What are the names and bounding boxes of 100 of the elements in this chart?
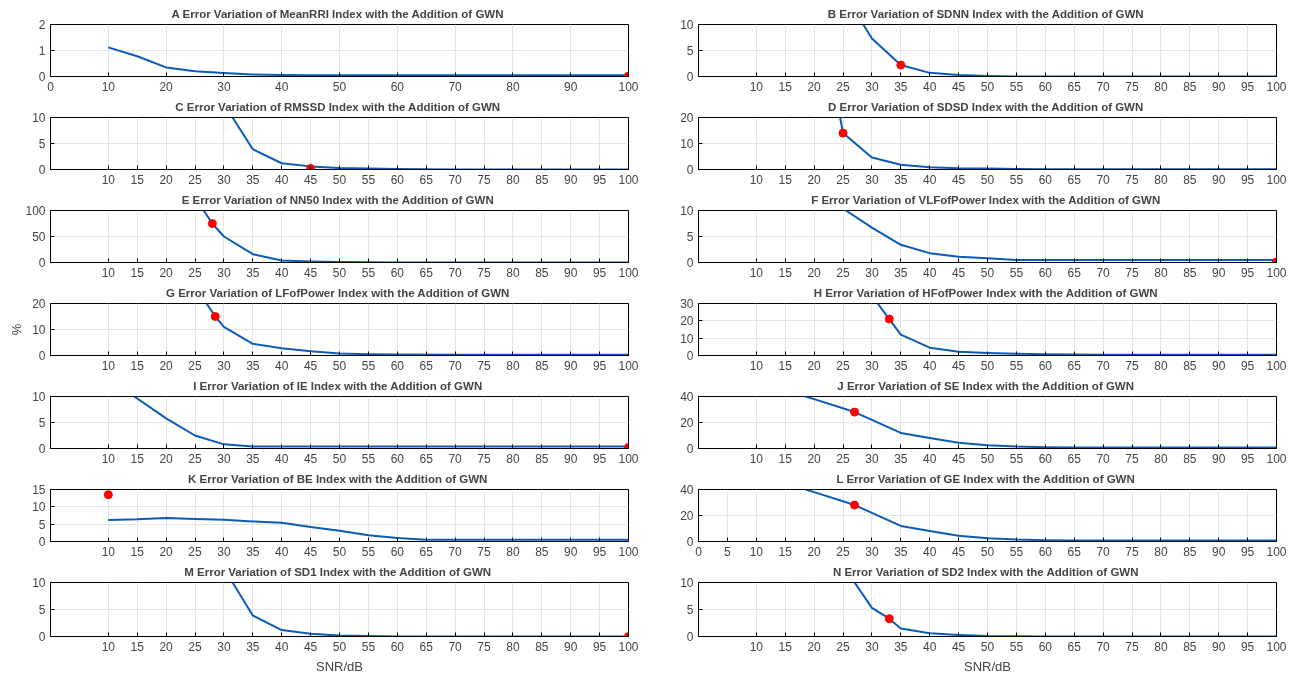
y-tick-label: 10 [32, 390, 46, 404]
y-tick-label: 0 [38, 256, 46, 270]
x-tick-label: 35 [246, 172, 260, 187]
x-tick-label: 80 [1154, 639, 1168, 654]
y-tick-label: 10 [680, 331, 694, 346]
y-tick-label: 5 [686, 230, 694, 244]
x-tick-label: 20 [807, 172, 822, 187]
x-tick-label: 45 [303, 172, 318, 187]
y-tick-label: 20 [680, 314, 694, 329]
x-tick-label: 85 [1183, 544, 1197, 559]
x-tick-label: 15 [130, 265, 145, 280]
x-tick-label: 60 [1038, 172, 1053, 187]
x-tick-label: 30 [217, 172, 231, 187]
x-tick-label: 75 [1125, 79, 1139, 94]
x-tick-label: 80 [506, 79, 520, 94]
x-tick-label: 80 [1154, 544, 1168, 559]
x-axis-title: SNR/dB [964, 658, 1011, 674]
x-tick-label: 90 [1212, 451, 1226, 466]
x-tick-label: 50 [332, 172, 347, 187]
x-tick-label: 25 [188, 451, 202, 466]
x-tick-label: 25 [836, 265, 850, 280]
x-tick-label: 100 [1266, 358, 1287, 373]
x-tick-label: 50 [980, 639, 995, 654]
x-tick-label: 50 [332, 79, 347, 94]
x-tick-label: 30 [865, 358, 879, 373]
x-tick-label: 20 [807, 265, 822, 280]
x-tick-label: 30 [865, 79, 879, 94]
x-tick-label: 30 [217, 358, 231, 373]
chart-title: N Error Variation of SD2 Index with the Addition of GWN [832, 565, 1139, 578]
x-tick-label: 100 [618, 358, 639, 373]
x-tick-label: 60 [390, 265, 405, 280]
x-tick-label: 10 [101, 358, 116, 373]
x-tick-label: 30 [865, 544, 879, 559]
x-tick-label: 65 [419, 358, 434, 373]
chart-title: A Error Variation of MeanRRI Index with the Addition of GWN [171, 7, 504, 20]
chart-title: B Error Variation of SDNN Index with the Addition of GWN [827, 7, 1144, 20]
x-tick-label: 25 [188, 639, 202, 654]
x-tick-label: 65 [1067, 639, 1082, 654]
y-tick-label: 15 [32, 483, 46, 497]
x-tick-label: 10 [101, 265, 116, 280]
x-tick-label: 20 [159, 358, 174, 373]
y-tick-label: 10 [32, 576, 46, 590]
x-tick-label: 30 [865, 451, 879, 466]
x-tick-label: 25 [188, 265, 202, 280]
x-tick-label: 95 [592, 358, 607, 373]
x-tick-label: 50 [980, 79, 995, 94]
x-tick-label: 15 [130, 172, 145, 187]
x-tick-label: 70 [1096, 172, 1111, 187]
x-tick-label: 40 [275, 79, 289, 94]
y-tick-label: 2 [38, 18, 46, 32]
y-tick-label: 0 [686, 630, 694, 644]
x-tick-label: 20 [159, 79, 174, 94]
y-tick-label: 10 [32, 323, 46, 337]
x-tick-label: 60 [1038, 544, 1053, 559]
x-tick-label: 65 [1067, 451, 1082, 466]
x-tick-label: 10 [749, 451, 764, 466]
x-tick-label: 95 [592, 172, 607, 187]
x-tick-label: 50 [332, 358, 347, 373]
y-tick-label: 10 [680, 204, 694, 218]
x-tick-label: 60 [390, 451, 405, 466]
x-tick-label: 90 [564, 451, 578, 466]
x-tick-label: 35 [246, 639, 260, 654]
x-tick-label: 45 [303, 451, 318, 466]
x-tick-label: 25 [836, 172, 850, 187]
x-tick-label: 15 [778, 172, 793, 187]
x-tick-label: 70 [1096, 358, 1111, 373]
x-tick-label: 70 [1096, 544, 1111, 559]
x-tick-label: 95 [592, 265, 607, 280]
x-tick-label: 95 [1240, 451, 1255, 466]
x-tick-label: 60 [390, 172, 405, 187]
x-tick-label: 100 [618, 639, 639, 654]
y-tick-label: 0 [686, 442, 694, 456]
y-tick-label: 5 [38, 137, 46, 151]
x-tick-label: 15 [778, 265, 793, 280]
x-tick-label: 85 [535, 451, 549, 466]
x-tick-label: 85 [535, 544, 549, 559]
x-tick-label: 90 [1212, 639, 1226, 654]
x-tick-label: 25 [836, 639, 850, 654]
x-tick-label: 80 [506, 544, 520, 559]
x-tick-label: 95 [1240, 544, 1255, 559]
x-tick-label: 100 [1266, 451, 1287, 466]
y-tick-label: 5 [686, 603, 694, 617]
x-tick-label: 50 [980, 451, 995, 466]
x-tick-label: 45 [303, 358, 318, 373]
x-tick-label: 20 [159, 265, 174, 280]
chart-title: D Error Variation of SDSD Index with the Addition of GWN [828, 100, 1144, 113]
x-tick-label: 80 [506, 358, 520, 373]
x-tick-label: 50 [332, 639, 347, 654]
x-tick-label: 45 [951, 172, 966, 187]
x-tick-label: 10 [101, 172, 116, 187]
x-tick-label: 35 [246, 451, 260, 466]
y-tick-label: 30 [680, 297, 694, 311]
x-tick-label: 10 [749, 358, 764, 373]
x-tick-label: 50 [332, 451, 347, 466]
x-tick-label: 80 [1154, 358, 1168, 373]
x-tick-label: 10 [749, 544, 764, 559]
x-tick-label: 50 [980, 265, 995, 280]
x-tick-label: 45 [951, 265, 966, 280]
x-tick-label: 30 [217, 544, 231, 559]
x-tick-label: 60 [1038, 79, 1053, 94]
